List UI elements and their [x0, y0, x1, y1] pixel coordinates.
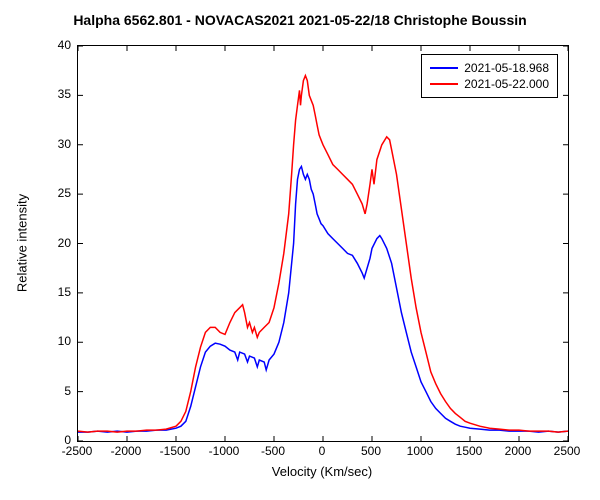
x-tick-label: -500: [261, 444, 285, 458]
x-tick-label: 1500: [456, 444, 483, 458]
chart-container: Halpha 6562.801 - NOVACAS2021 2021-05-22…: [0, 0, 600, 500]
y-tick-label: 10: [58, 334, 71, 348]
y-tick-label: 5: [64, 384, 71, 398]
y-tick-label: 15: [58, 285, 71, 299]
y-tick-label: 40: [58, 38, 71, 52]
y-tick-label: 20: [58, 236, 71, 250]
y-axis-label: Relative intensity: [15, 193, 30, 291]
x-tick-label: 1000: [407, 444, 434, 458]
x-tick-label: 2500: [554, 444, 581, 458]
series-line: [78, 167, 568, 433]
legend-item: 2021-05-22.000: [430, 77, 549, 91]
x-axis-label: Velocity (Km/sec): [272, 464, 372, 479]
y-tick-label: 30: [58, 137, 71, 151]
plot-area: 2021-05-18.968 2021-05-22.000: [77, 45, 569, 442]
legend-line-icon: [430, 83, 458, 85]
series-line: [78, 76, 568, 433]
x-tick-label: -1500: [160, 444, 191, 458]
x-tick-label: 0: [319, 444, 326, 458]
plot-svg: [78, 46, 568, 441]
legend-label: 2021-05-18.968: [464, 61, 549, 75]
x-tick-label: 500: [361, 444, 381, 458]
y-tick-label: 35: [58, 87, 71, 101]
y-tick-label: 0: [64, 433, 71, 447]
chart-title: Halpha 6562.801 - NOVACAS2021 2021-05-22…: [0, 12, 600, 28]
legend-label: 2021-05-22.000: [464, 77, 549, 91]
legend-item: 2021-05-18.968: [430, 61, 549, 75]
x-tick-label: -2000: [111, 444, 142, 458]
legend-line-icon: [430, 67, 458, 69]
x-tick-label: 2000: [505, 444, 532, 458]
y-tick-label: 25: [58, 186, 71, 200]
legend: 2021-05-18.968 2021-05-22.000: [421, 54, 558, 98]
x-tick-label: -1000: [209, 444, 240, 458]
